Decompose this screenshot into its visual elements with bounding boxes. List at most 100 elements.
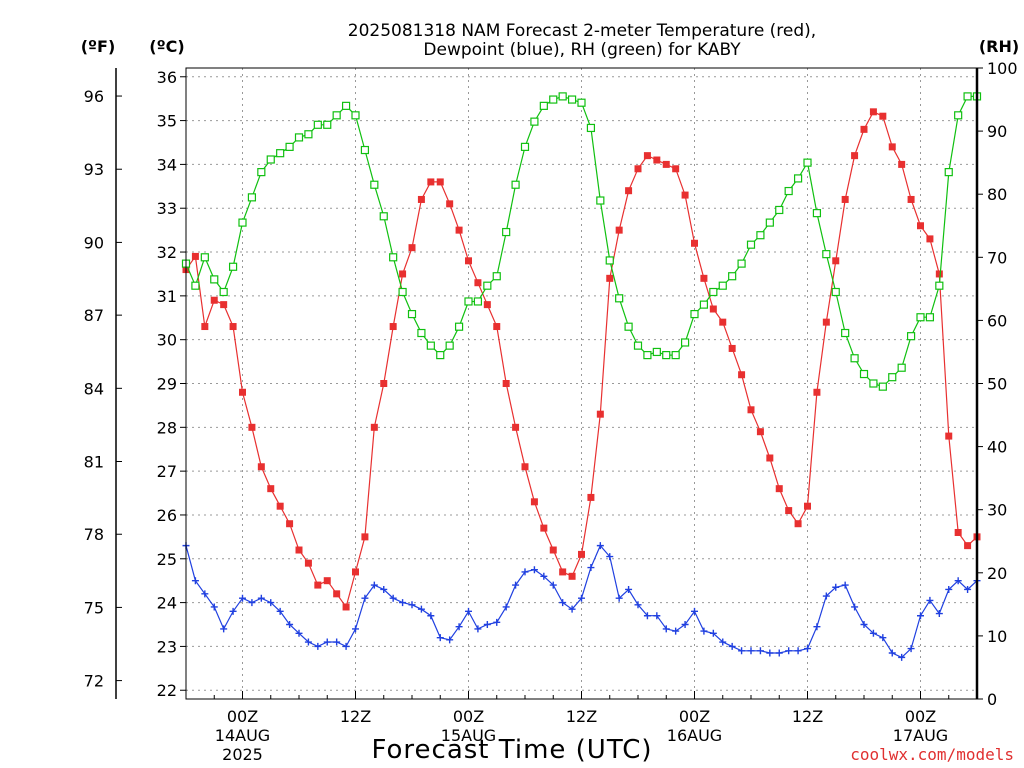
rh-unit-label: (RH) [979, 37, 1019, 56]
rh-point [699, 300, 709, 309]
dewpoint-point [446, 636, 454, 644]
rh-point [313, 120, 322, 129]
temperature-point [455, 226, 463, 234]
temperature-point [926, 235, 934, 243]
dewpoint-point [248, 599, 256, 607]
x-tick-time-label: 00Z [905, 707, 936, 726]
temperature-point [756, 428, 764, 436]
x-tick-time-label: 00Z [227, 707, 258, 726]
rh-point [549, 95, 558, 104]
celsius-tick-label: 25 [157, 550, 177, 569]
celsius-tick-label: 32 [157, 243, 177, 262]
dewpoint-point [634, 601, 642, 609]
temperature-point [483, 301, 491, 309]
temperature-point [691, 239, 698, 247]
temperature-point [521, 463, 529, 471]
dewpoint-point [785, 647, 793, 655]
dewpoint-point [304, 638, 312, 646]
celsius-tick-label: 34 [157, 155, 177, 174]
temperature-point [436, 178, 444, 186]
rh-point [605, 256, 614, 265]
rh-tick-label: 40 [987, 438, 1007, 457]
temperature-point [229, 323, 237, 331]
temperature-point [653, 156, 661, 164]
temperature-point [417, 195, 425, 203]
rh-point [765, 218, 774, 227]
rh-point [341, 101, 351, 110]
temperature-point [465, 257, 472, 265]
rh-point [577, 98, 586, 107]
dewpoint-point [352, 625, 359, 633]
rh-point [200, 253, 209, 262]
temperature-point [530, 498, 538, 506]
dewpoint-point [427, 612, 435, 620]
dewpoint-point [559, 599, 567, 607]
temperature-point [578, 550, 585, 558]
dewpoint-point [719, 638, 727, 646]
dewpoint-point [851, 603, 859, 611]
rh-point [859, 369, 869, 379]
fahrenheit-unit-label: (ºF) [81, 37, 116, 56]
temperature-point [625, 187, 633, 195]
dewpoint-point [229, 607, 237, 615]
dewpoint-point [483, 621, 491, 629]
rh-tick-label: 90 [987, 122, 1007, 141]
dewpoint-point [512, 581, 520, 589]
dewpoint-point [964, 585, 972, 593]
rh-point [379, 212, 388, 221]
rh-point [775, 205, 784, 215]
rh-point [812, 209, 822, 218]
temperature-point [191, 252, 199, 260]
temperature-point [342, 603, 350, 611]
temperature-point [304, 559, 312, 567]
temperature-point [907, 195, 915, 203]
rh-point [530, 117, 539, 126]
rh-point [285, 142, 294, 151]
grid-lines [186, 68, 977, 699]
rh-point [567, 95, 577, 104]
temperature-point [512, 423, 520, 431]
rh-point [276, 149, 285, 158]
rh-point [539, 101, 548, 110]
dewpoint-point [295, 629, 303, 637]
x-tick-time-label: 00Z [679, 707, 710, 726]
temperature-point [446, 200, 454, 208]
rh-point [728, 272, 737, 281]
x-tick-date-label: 14AUG [215, 726, 270, 745]
rh-point [643, 351, 652, 360]
rh-point [718, 281, 727, 290]
rh-tick-label: 10 [987, 627, 1007, 646]
temperature-point [502, 380, 510, 387]
temperature-point [314, 581, 322, 589]
rh-tick-label: 70 [987, 248, 1007, 267]
dewpoint-point [841, 581, 849, 589]
rh-point [954, 111, 963, 120]
celsius-tick-label: 29 [157, 375, 177, 394]
x-tick-date-label: 16AUG [667, 726, 722, 745]
celsius-tick-label: 28 [157, 418, 177, 437]
rh-point [483, 281, 492, 290]
temperature-point [804, 502, 811, 510]
rh-line [185, 95, 977, 388]
rh-point [558, 92, 567, 101]
celsius-tick-label: 31 [157, 287, 177, 306]
temperature-point [399, 270, 407, 278]
x-tick-time-label: 12Z [792, 707, 823, 726]
rh-point [294, 133, 304, 142]
rh-point [417, 328, 426, 338]
dewpoint-point [794, 647, 802, 655]
temperature-point [201, 323, 209, 331]
rh-point [228, 262, 238, 271]
dewpoint-point [417, 605, 425, 613]
x-tick-time-label: 12Z [340, 707, 371, 726]
rh-point [690, 309, 699, 319]
fahrenheit-tick-label: 93 [84, 160, 104, 179]
temperature-point [361, 533, 369, 541]
rh-tick-label: 100 [987, 59, 1018, 78]
rh-point [756, 231, 765, 240]
temperature-point [248, 423, 256, 431]
rh-point [323, 120, 332, 129]
rh-point [210, 275, 219, 284]
fahrenheit-tick-label: 75 [84, 598, 104, 617]
rh-point [850, 354, 859, 363]
